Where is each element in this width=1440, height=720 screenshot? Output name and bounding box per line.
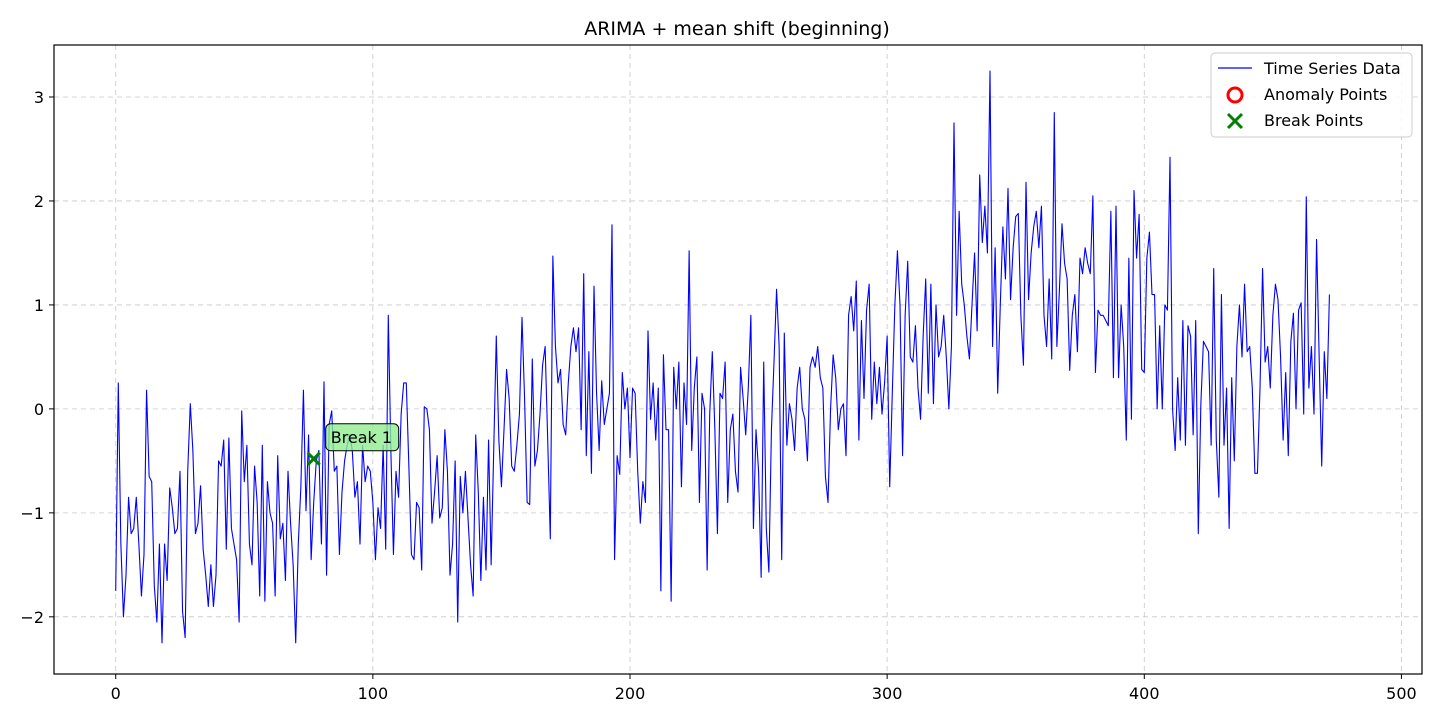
legend-label-anomaly: Anomaly Points bbox=[1264, 85, 1387, 104]
x-tick-label: 200 bbox=[615, 684, 646, 703]
tick-layer: 0 100 200 300 400 500 −2 −1 0 1 2 3 bbox=[20, 88, 1416, 703]
y-tick-label: 0 bbox=[34, 400, 44, 419]
chart-title: ARIMA + mean shift (beginning) bbox=[584, 18, 890, 40]
axes-frame bbox=[53, 44, 1423, 675]
x-tick-label: 100 bbox=[358, 684, 389, 703]
y-tick-label: 2 bbox=[34, 192, 44, 211]
marker-layer: Break 1 bbox=[306, 423, 400, 466]
y-tick-label: −1 bbox=[20, 504, 44, 523]
y-tick-label: 3 bbox=[34, 88, 44, 107]
legend-frame bbox=[1210, 52, 1413, 138]
legend-x-swatch bbox=[1226, 112, 1244, 130]
x-tick-label: 0 bbox=[111, 684, 121, 703]
x-tick-label: 400 bbox=[1129, 684, 1160, 703]
grid-layer bbox=[54, 45, 1422, 674]
y-tick-label: −2 bbox=[20, 608, 44, 627]
y-tick-label: 1 bbox=[34, 296, 44, 315]
series-layer bbox=[115, 70, 1330, 644]
x-tick-label: 300 bbox=[872, 684, 903, 703]
x-tick-label: 500 bbox=[1386, 684, 1417, 703]
series-line bbox=[115, 70, 1330, 644]
legend-circle-swatch bbox=[1226, 86, 1244, 104]
break-annotation-label: Break 1 bbox=[331, 428, 392, 447]
legend-label-break: Break Points bbox=[1264, 111, 1363, 130]
legend: Time Series Data Anomaly Points Break Po… bbox=[1210, 52, 1413, 138]
legend-label-series: Time Series Data bbox=[1263, 59, 1401, 78]
break-point-marker bbox=[306, 451, 321, 466]
break-annotation-box bbox=[325, 423, 400, 452]
